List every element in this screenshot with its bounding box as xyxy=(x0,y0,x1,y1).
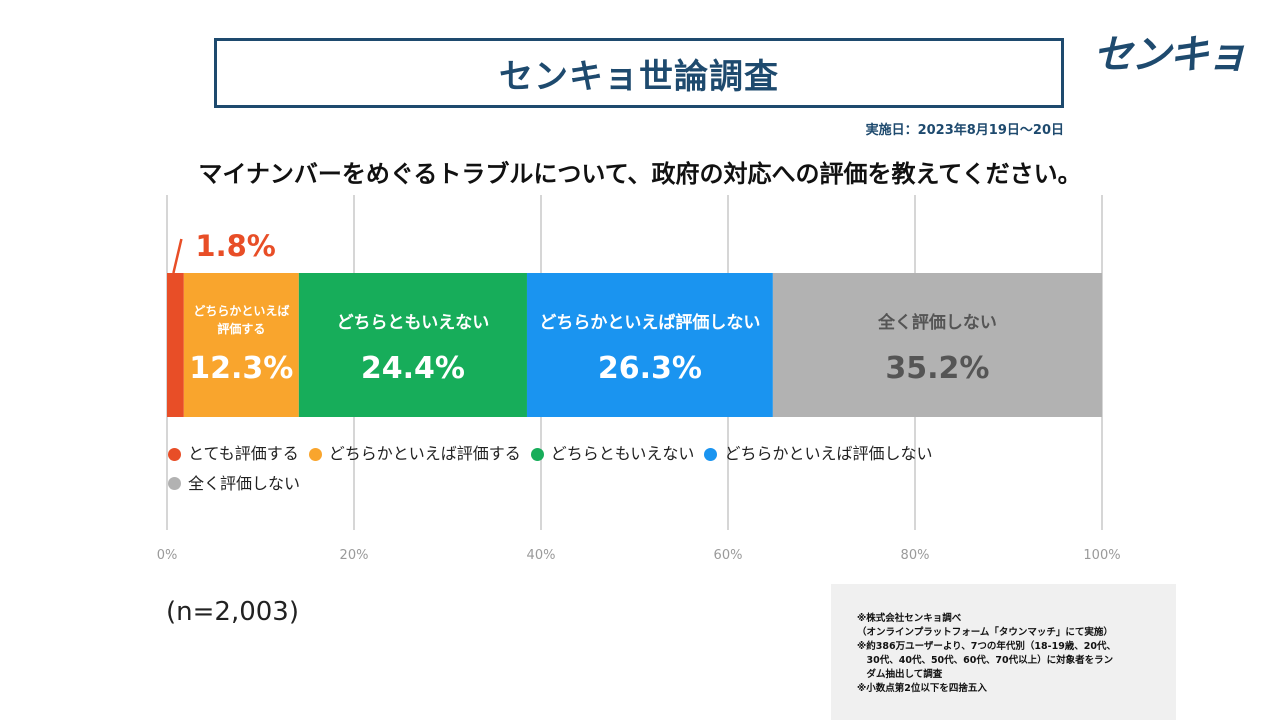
legend-item: 全く評価しない xyxy=(168,470,300,498)
title-box: センキョ世論調査 xyxy=(214,38,1064,108)
data-label: 35.2% xyxy=(885,351,989,386)
legend-swatch xyxy=(168,447,181,461)
x-tick-label: 0% xyxy=(157,548,178,563)
survey-question: マイナンバーをめぐるトラブルについて、政府の対応への評価を教えてください。 xyxy=(198,160,1082,188)
legend-swatch xyxy=(308,447,322,461)
data-label: 26.3% xyxy=(598,351,702,386)
note-line: ※株式会社センキョ調べ xyxy=(857,613,962,624)
legend-item: どちらかといえば評価しない xyxy=(704,440,932,468)
bar-category-label: どちらかといえば評価しない xyxy=(539,312,760,333)
bar-segment xyxy=(167,273,184,417)
bar-category-label: 全く評価しない xyxy=(877,312,997,333)
bar-segment xyxy=(526,273,773,417)
x-tick-label: 60% xyxy=(714,548,743,563)
bar-category-label: どちらともいえない xyxy=(337,313,490,333)
legend-label: どちらかといえば評価しない xyxy=(724,444,933,463)
bar-segment xyxy=(772,273,1102,417)
chart-legend: とても評価する どちらかといえば評価する どちらともいえない どちらかといえば評価しな… xyxy=(168,440,1048,499)
page-title: センキョ世論調査 xyxy=(499,56,779,97)
survey-date: 実施日：2023年8月19日〜20日 xyxy=(865,123,1064,138)
data-label: 12.3% xyxy=(189,351,293,386)
stacked-bar-chart: 0% 20% 40% 60% 80% 100% 1.8% どちらかといえば評価する 12.3% ど… xyxy=(157,195,1121,563)
note-line: ※約386万ユーザーより、7つの年代別（18-19歳、20代、 xyxy=(857,641,1117,652)
legend-item: とても評価する xyxy=(168,440,299,468)
x-tick-label: 100% xyxy=(1083,548,1120,563)
brand-logo: センキョ xyxy=(1093,32,1247,78)
note-line: 30代、40代、50代、60代、70代以上）に対象者をラン xyxy=(857,655,1114,666)
callout-line xyxy=(172,238,183,274)
notes-box: ※株式会社センキョ調べ （オンラインプラットフォーム「タウンマッチ」にて実施） … xyxy=(831,584,1176,720)
data-label: 1.8% xyxy=(195,229,275,263)
bar-segment xyxy=(183,273,299,417)
legend-label: 全く評価しない xyxy=(188,473,301,493)
legend-item: どちらかといえば評価する xyxy=(308,440,521,468)
bar-category-label: どちらかといえば評価する xyxy=(193,303,289,336)
sample-size: (n=2,003) xyxy=(166,597,299,627)
legend-label: どちらかといえば評価する xyxy=(328,444,521,463)
note-line: ダム抽出して調査 xyxy=(857,669,943,680)
legend-label: とても評価する xyxy=(188,444,299,463)
note-line: ※小数点第2位以下を四捨五入 xyxy=(857,683,987,694)
bar-segment xyxy=(298,273,527,417)
x-tick-label: 80% xyxy=(901,548,930,563)
data-label: 24.4% xyxy=(361,351,465,386)
x-tick-label: 40% xyxy=(527,548,556,563)
legend-item: どちらともいえない xyxy=(530,440,695,468)
legend-swatch xyxy=(168,477,181,490)
note-line: （オンラインプラットフォーム「タウンマッチ」にて実施） xyxy=(857,627,1113,638)
legend-swatch xyxy=(530,447,544,461)
x-tick-label: 20% xyxy=(340,548,369,563)
legend-label: どちらともいえない xyxy=(550,444,695,463)
legend-swatch xyxy=(704,447,718,461)
